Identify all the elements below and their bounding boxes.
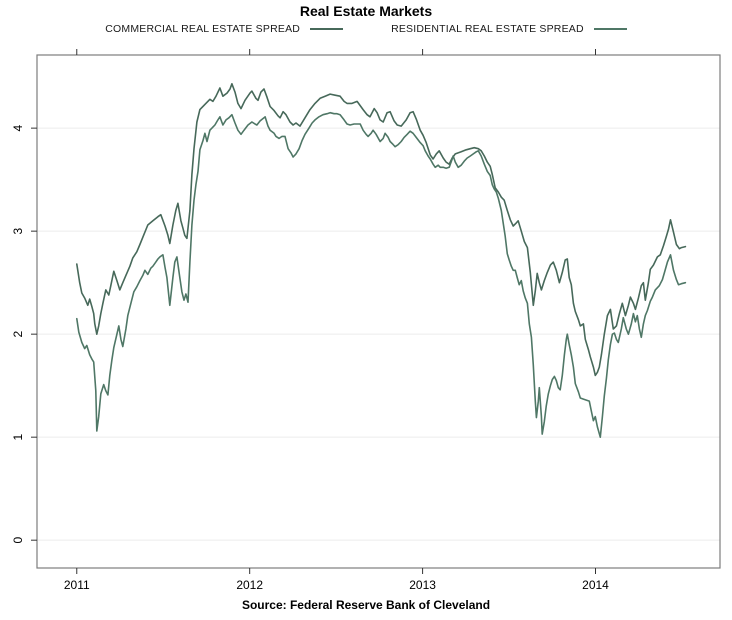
y-tick-label-4: 4 bbox=[11, 124, 25, 131]
series-line-commercial bbox=[76, 82, 687, 377]
y-tick-label-2: 2 bbox=[11, 331, 25, 338]
x-tick-label-2012: 2012 bbox=[236, 578, 263, 592]
legend-label-commercial: COMMERCIAL REAL ESTATE SPREAD bbox=[105, 23, 301, 35]
chart-title: Real Estate Markets bbox=[299, 3, 433, 19]
y-tick-label-0: 0 bbox=[11, 537, 25, 544]
plot-area: 2011 2012 2013 2014 0 1 2 3 4 bbox=[11, 49, 721, 592]
series-line-residential bbox=[76, 111, 687, 439]
x-tick-label-2011: 2011 bbox=[64, 578, 90, 592]
y-tick-label-3: 3 bbox=[11, 227, 25, 234]
plot-frame bbox=[36, 54, 721, 569]
x-tick-label-2013: 2013 bbox=[409, 578, 436, 592]
legend-item-residential: RESIDENTIAL REAL ESTATE SPREAD bbox=[391, 23, 627, 35]
legend-line-swatch-commercial bbox=[310, 28, 344, 30]
y-tick-label-1: 1 bbox=[11, 434, 25, 441]
x-tick-label-2014: 2014 bbox=[582, 578, 609, 592]
source-caption: Source: Federal Reserve Bank of Clevelan… bbox=[241, 598, 491, 612]
legend-item-commercial: COMMERCIAL REAL ESTATE SPREAD bbox=[105, 23, 344, 35]
chart-legend: COMMERCIAL REAL ESTATE SPREAD RESIDENTIA… bbox=[0, 23, 732, 35]
legend-line-swatch-residential bbox=[593, 28, 627, 30]
legend-label-residential: RESIDENTIAL REAL ESTATE SPREAD bbox=[391, 23, 584, 35]
